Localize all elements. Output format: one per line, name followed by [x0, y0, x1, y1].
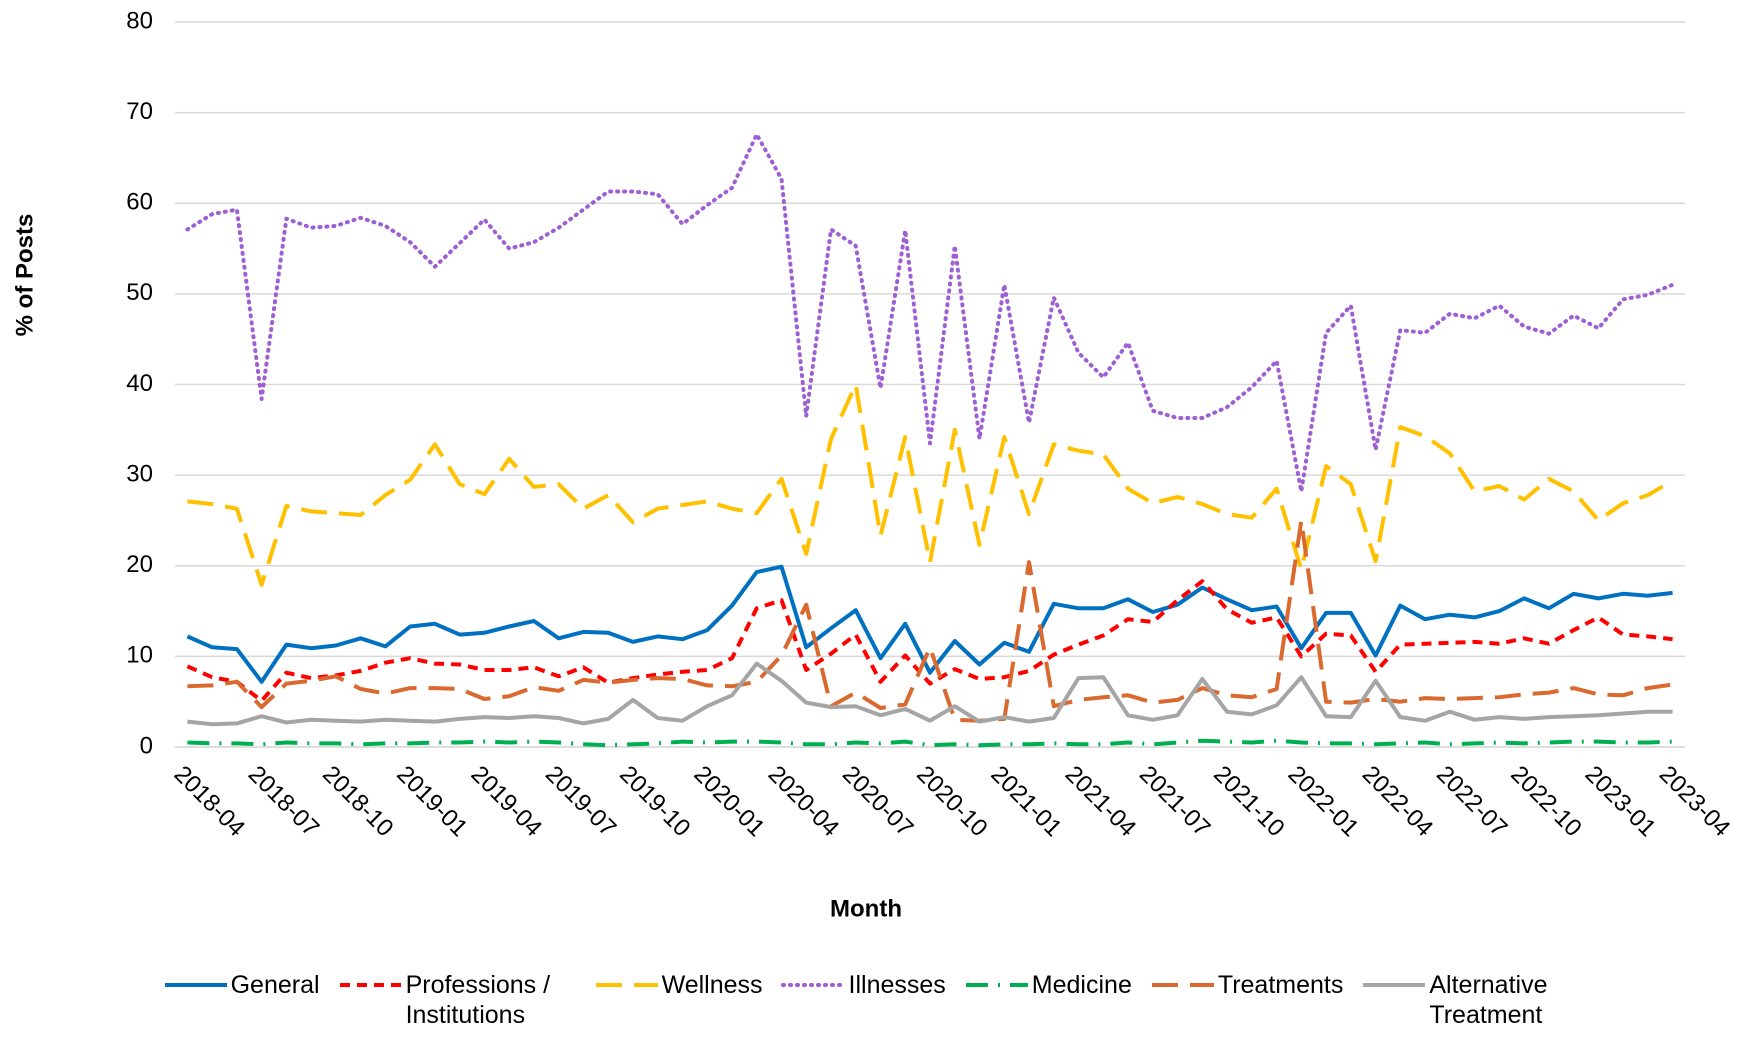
- x-tick-label: 2018-10: [317, 761, 398, 842]
- chart: % of Posts Month 0 10 20 30 40 50 60 70 80 2018-0…: [11, 7, 1735, 922]
- legend-swatch: [965, 983, 1028, 987]
- legend-label: Wellness: [661, 971, 763, 999]
- x-tick-label: 2020-07: [837, 761, 918, 842]
- x-tick-label: 2019-04: [466, 761, 547, 842]
- legend-label: Medicine: [1031, 971, 1132, 999]
- legend-label: Illnesses: [848, 971, 946, 999]
- legend-item: Medicine: [962, 970, 1132, 1030]
- legend-item: Wellness: [592, 970, 763, 1030]
- series-line: [187, 661, 1673, 727]
- x-tick-label: 2020-01: [688, 761, 769, 842]
- x-tick-label: 2019-10: [614, 761, 695, 842]
- x-tick-label: 2021-07: [1134, 761, 1215, 842]
- x-tick-label: 2021-04: [1060, 761, 1141, 842]
- legend-item: General: [161, 970, 320, 1030]
- series-line: [186, 564, 1673, 684]
- x-tick-label: 2022-01: [1283, 761, 1364, 842]
- legend-item: Professions / Institutions: [336, 970, 576, 1030]
- legend-swatch: [595, 983, 658, 987]
- legend-label: Professions / Institutions: [405, 971, 551, 1029]
- x-tick-label: 2020-04: [763, 761, 844, 842]
- legend-swatch: [1363, 983, 1426, 987]
- legend-item: Illnesses: [779, 970, 946, 1030]
- y-tick-label: 50: [126, 279, 153, 306]
- x-tick-label: 2020-10: [911, 761, 992, 842]
- x-tick-label: 2022-07: [1431, 761, 1512, 842]
- legend-item: Alternative Treatment: [1359, 970, 1599, 1030]
- x-tick-label: 2019-07: [540, 761, 621, 842]
- x-tick-label: 2022-04: [1357, 761, 1438, 842]
- legend-swatch: [780, 983, 847, 987]
- legend-label: Treatments: [1217, 971, 1344, 999]
- y-tick-label: 20: [126, 551, 153, 578]
- y-tick-label: 70: [126, 98, 153, 125]
- y-tick-label: 30: [126, 460, 153, 487]
- y-tick-label: 10: [126, 642, 153, 669]
- x-tick-label: 2018-07: [243, 761, 324, 842]
- x-tick-label: 2019-01: [391, 761, 472, 842]
- series-line: [187, 518, 1673, 723]
- legend: General Professions / Institutions Wellnes…: [80, 970, 1680, 1030]
- series-line: [187, 738, 1673, 748]
- series-line: [186, 579, 1673, 703]
- series-line: [185, 132, 1675, 494]
- legend-swatch: [339, 983, 402, 987]
- x-tick-label: 2021-10: [1208, 761, 1289, 842]
- legend-label: Alternative Treatment: [1429, 971, 1548, 1029]
- x-axis-title: Month: [830, 895, 902, 922]
- x-tick-label: 2018-04: [169, 761, 250, 842]
- series-line: [187, 382, 1674, 587]
- legend-swatch: [1151, 983, 1214, 987]
- x-tick-label: 2022-10: [1505, 761, 1586, 842]
- y-tick-label: 0: [140, 732, 153, 759]
- y-tick-label: 80: [126, 7, 153, 34]
- x-tick-label: 2023-01: [1580, 761, 1661, 842]
- y-axis-title: % of Posts: [11, 214, 38, 337]
- y-tick-label: 60: [126, 189, 153, 216]
- legend-label: General: [230, 971, 320, 999]
- legend-swatch: [164, 983, 227, 987]
- legend-item: Treatments: [1148, 970, 1344, 1030]
- y-tick-label: 40: [126, 370, 153, 397]
- x-tick-label: 2021-01: [986, 761, 1067, 842]
- x-tick-label: 2023-04: [1654, 761, 1735, 842]
